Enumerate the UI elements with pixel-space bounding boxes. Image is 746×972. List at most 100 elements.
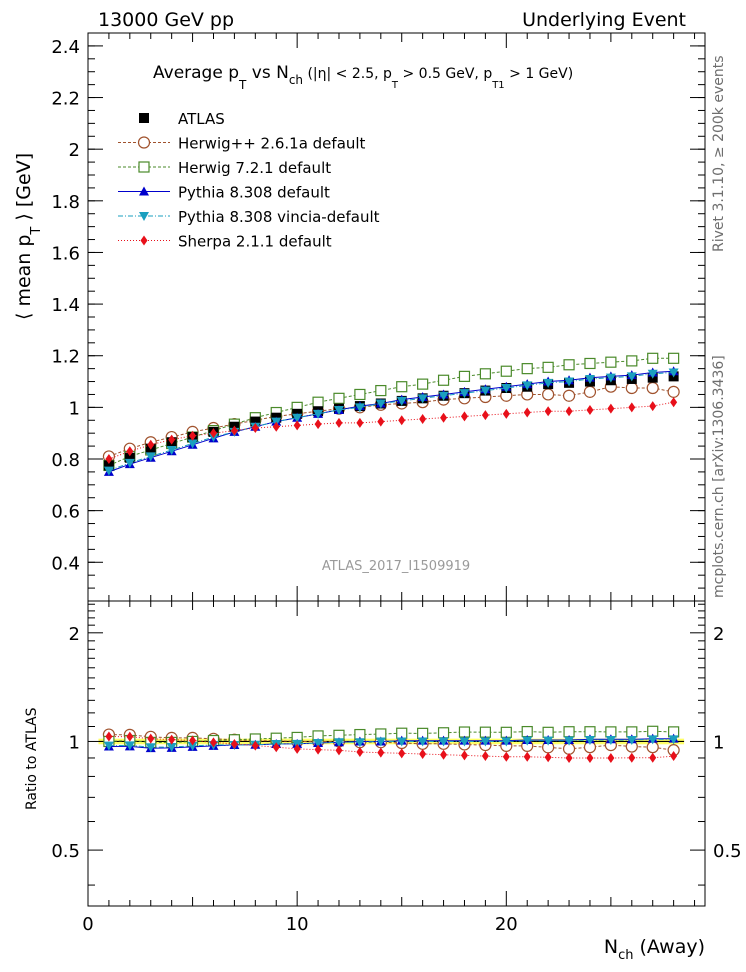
ratio-series-herwig-7-2-1-default [103, 725, 680, 748]
data-point [667, 385, 680, 398]
xtick-label: 0 [82, 914, 93, 935]
data-point [417, 378, 429, 390]
data-point [647, 369, 658, 379]
ratio-point [419, 749, 427, 760]
data-point [670, 397, 678, 408]
data-point [103, 466, 114, 476]
data-point [502, 408, 510, 419]
ratio-line [108, 734, 674, 751]
data-point [105, 454, 113, 464]
ratio-point [670, 751, 678, 762]
data-point [438, 391, 449, 401]
data-point [625, 381, 638, 395]
xtick-label: 20 [495, 914, 518, 935]
data-point [335, 417, 343, 428]
ratio-point [626, 736, 637, 746]
data-point [583, 385, 597, 398]
upper-series-group [102, 352, 680, 476]
ratio-line [108, 736, 674, 759]
x-axis-label: Nch (Away) [604, 936, 705, 963]
data-point [668, 368, 679, 378]
title-sub-c: T [391, 80, 399, 91]
ratio-point [649, 752, 657, 763]
data-point [440, 412, 448, 423]
data-point [481, 410, 489, 421]
data-point [313, 409, 324, 419]
upper-ytick-label: 0.8 [51, 450, 80, 471]
ratio-series-group [102, 725, 680, 763]
ratio-series-sherpa-2-1-1-default [105, 731, 678, 763]
legend-label: ATLAS [178, 110, 225, 128]
data-point [605, 373, 616, 383]
data-point [103, 460, 114, 471]
data-point [543, 378, 554, 388]
ratio-point [293, 743, 301, 754]
series-herwig-2-6-1a-default [102, 380, 680, 463]
data-point [417, 394, 428, 404]
series-line [108, 370, 674, 473]
data-point [272, 421, 280, 432]
upper-ytick-label: 2.4 [51, 37, 80, 58]
data-point [189, 430, 197, 441]
lower-ytick-label: 0.5 [51, 841, 80, 862]
header-right: Underlying Event [522, 9, 686, 31]
data-point [250, 416, 261, 427]
data-point [375, 384, 387, 397]
legend-label: Pythia 8.308 vincia-default [178, 208, 380, 226]
xtick-label: 10 [286, 914, 309, 935]
series-pythia-8-308-vincia-default [103, 368, 679, 476]
series-herwig-7-2-1-default [103, 352, 680, 472]
ratio-point [460, 750, 468, 761]
ylabel-sub: T [29, 227, 44, 236]
legend-label: Herwig++ 2.6.1a default [178, 135, 366, 153]
ratio-point [565, 752, 573, 763]
data-point [458, 370, 471, 382]
ratio-point [251, 740, 259, 751]
data-point [542, 388, 555, 401]
lower-y-axis-label: Ratio to ATLAS [24, 707, 40, 810]
ratio-point [396, 737, 407, 747]
legend-entry-sherpa-2-1-1-default: Sherpa 2.1.1 default [118, 233, 332, 251]
ratio-point [124, 741, 135, 751]
data-point [479, 368, 491, 380]
series-sherpa-2-1-1-default [105, 397, 678, 464]
upper-ytick-label: 1.4 [51, 295, 80, 316]
data-point [147, 439, 155, 450]
title-part-a: Average p [153, 63, 239, 83]
ratio-point [333, 738, 344, 748]
ratio-point [356, 746, 364, 757]
legend-marker [137, 136, 151, 149]
side-label-upper: Rivet 3.1.10, ≥ 200k events [711, 55, 727, 252]
data-point [168, 434, 176, 445]
xlabel-part-b: (Away) [633, 936, 705, 958]
upper-ytick-label: 0.6 [51, 502, 80, 523]
data-point [522, 381, 533, 391]
lower-ytick-label-right: 0.5 [713, 841, 742, 862]
legend-marker [139, 212, 149, 221]
data-point [166, 445, 177, 455]
data-point [523, 407, 531, 418]
side-label-lower: mcplots.cern.ch [arXiv:1306.3436] [711, 355, 727, 598]
lower-ytick-label-right: 1 [713, 732, 724, 753]
title-part-d: > 0.5 GeV, p [398, 66, 492, 82]
ratio-point [438, 737, 449, 747]
data-point [500, 365, 512, 377]
series-line [108, 386, 674, 457]
ratio-line [108, 730, 674, 743]
ratio-point [440, 749, 448, 760]
data-point [230, 425, 238, 436]
data-point [626, 372, 637, 382]
ratio-point [398, 748, 406, 759]
data-point [542, 361, 554, 373]
data-point [292, 413, 303, 423]
ratio-point [522, 736, 533, 746]
lower-ytick-label: 2 [69, 624, 80, 645]
data-point [563, 359, 575, 371]
data-point [544, 406, 552, 417]
ratio-point [564, 736, 575, 746]
ratio-point [377, 747, 385, 758]
lower-ytick-label: 1 [69, 732, 80, 753]
ratio-line [108, 738, 674, 748]
data-point [668, 352, 680, 364]
ratio-point [313, 739, 324, 749]
